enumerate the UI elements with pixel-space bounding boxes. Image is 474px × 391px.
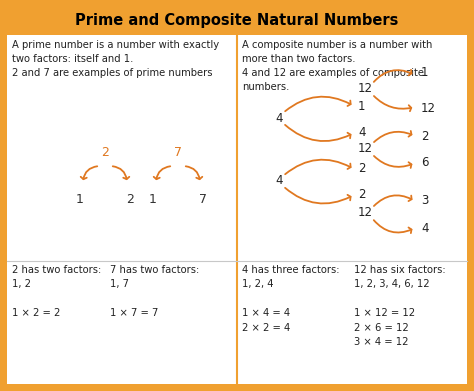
Text: 12: 12 <box>358 83 373 95</box>
Text: 2: 2 <box>421 129 428 142</box>
Text: A composite number is a number with
more than two factors.
4 and 12 are examples: A composite number is a number with more… <box>242 40 432 92</box>
Text: 4: 4 <box>275 174 283 188</box>
Text: 7 has two factors:
1, 7

1 × 7 = 7: 7 has two factors: 1, 7 1 × 7 = 7 <box>110 265 199 318</box>
Text: 1: 1 <box>76 193 84 206</box>
Text: 2: 2 <box>358 163 365 176</box>
Text: 7: 7 <box>199 193 207 206</box>
Text: 7: 7 <box>174 146 182 159</box>
Bar <box>7 7 467 35</box>
Text: 12 has six factors:
1, 2, 3, 4, 6, 12

1 × 12 = 12
2 × 6 = 12
3 × 4 = 12: 12 has six factors: 1, 2, 3, 4, 6, 12 1 … <box>354 265 446 347</box>
Text: 12: 12 <box>421 102 436 115</box>
Text: 4 has three factors:
1, 2, 4

1 × 4 = 4
2 × 2 = 4: 4 has three factors: 1, 2, 4 1 × 4 = 4 2… <box>242 265 339 333</box>
Text: 12: 12 <box>358 142 373 156</box>
Text: 4: 4 <box>358 127 365 140</box>
Text: Prime and Composite Natural Numbers: Prime and Composite Natural Numbers <box>75 14 399 29</box>
Text: 1: 1 <box>421 66 428 79</box>
Text: 3: 3 <box>421 194 428 208</box>
Text: 2 has two factors:
1, 2

1 × 2 = 2: 2 has two factors: 1, 2 1 × 2 = 2 <box>12 265 101 318</box>
Text: 1: 1 <box>149 193 157 206</box>
Text: A prime number is a number with exactly
two factors: itself and 1.
2 and 7 are e: A prime number is a number with exactly … <box>12 40 219 78</box>
Text: 2: 2 <box>101 146 109 159</box>
Text: 6: 6 <box>421 156 428 170</box>
Text: 4: 4 <box>421 221 428 235</box>
Text: 2: 2 <box>126 193 134 206</box>
Text: 1: 1 <box>358 99 365 113</box>
Text: 4: 4 <box>275 111 283 124</box>
Text: 2: 2 <box>358 188 365 201</box>
Text: 12: 12 <box>358 206 373 219</box>
